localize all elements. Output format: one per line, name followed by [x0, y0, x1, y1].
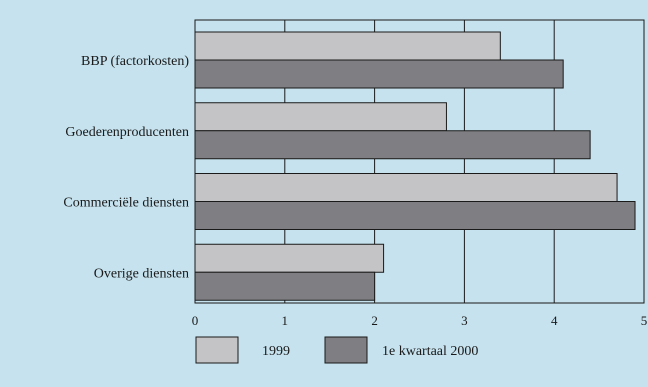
bar — [194, 173, 618, 202]
bar — [194, 102, 447, 132]
bar — [194, 243, 385, 273]
plot-area — [194, 19, 645, 304]
bar — [194, 130, 591, 160]
x-tick-label: 2 — [371, 313, 378, 328]
legend-label: 1999 — [262, 344, 290, 359]
bar — [194, 271, 376, 301]
legend-swatch — [324, 336, 368, 364]
category-label: Overige diensten — [94, 266, 189, 281]
legend-swatch — [195, 336, 239, 364]
bar — [194, 59, 564, 89]
legend-label: 1e kwartaal 2000 — [382, 344, 478, 359]
bar — [194, 201, 636, 230]
category-label: Goederenproducenten — [65, 125, 189, 140]
x-tick-label: 3 — [461, 313, 468, 328]
x-tick-label: 0 — [192, 313, 199, 328]
x-tick-label: 1 — [282, 313, 289, 328]
category-label: Commerciële diensten — [63, 196, 189, 211]
x-tick-label: 4 — [551, 313, 558, 328]
bar — [194, 31, 501, 61]
x-tick-label: 5 — [641, 313, 648, 328]
category-label: BBP (factorkosten) — [81, 54, 189, 69]
